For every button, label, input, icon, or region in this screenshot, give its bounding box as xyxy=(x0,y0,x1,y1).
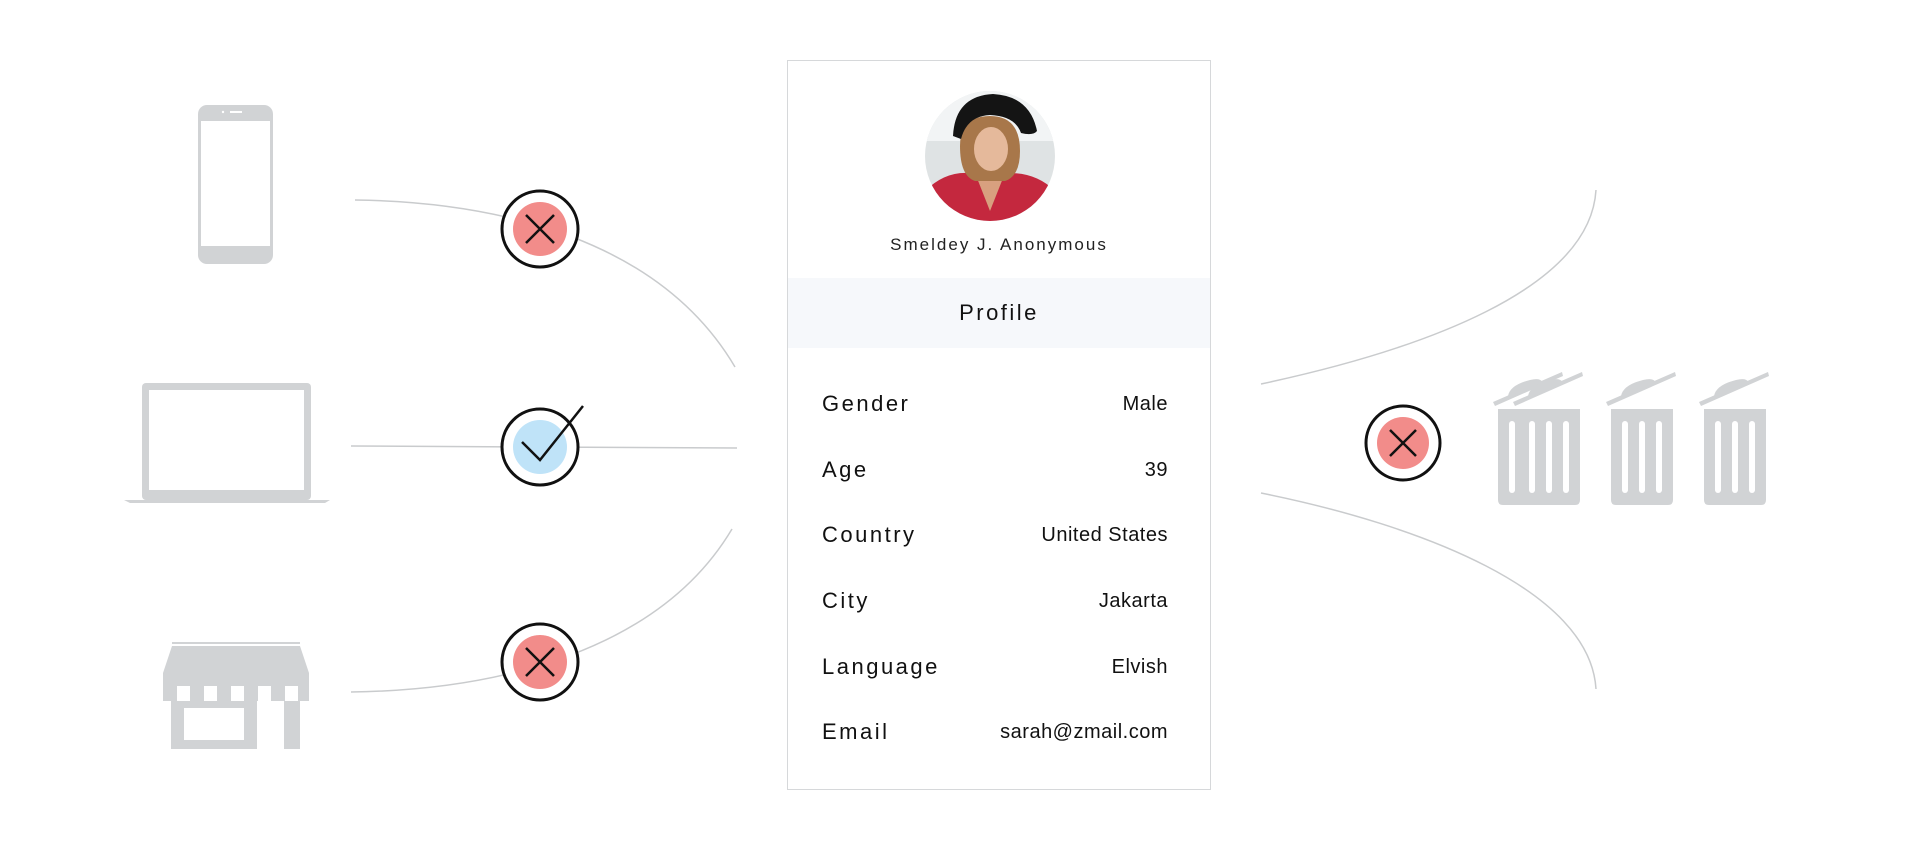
field-value: Male xyxy=(1122,392,1168,415)
field-row-country: Country United States xyxy=(822,520,1168,550)
rejected-badge-phone xyxy=(500,189,580,269)
field-label: Gender xyxy=(822,391,911,416)
field-value: 39 xyxy=(1144,458,1168,481)
field-row-gender: Gender Male xyxy=(822,389,1168,419)
storefront-icon xyxy=(163,642,309,749)
x-icon xyxy=(1389,429,1417,457)
field-value: Elvish xyxy=(1111,655,1168,678)
profile-section-title: Profile xyxy=(959,300,1039,325)
x-icon xyxy=(525,647,555,677)
field-value: Jakarta xyxy=(1098,589,1168,612)
profile-section-header: Profile xyxy=(788,278,1210,348)
avatar xyxy=(925,91,1055,221)
trash-icon xyxy=(1699,372,1769,505)
profile-name: Smeldey J. Anonymous xyxy=(890,235,1108,254)
rejected-badge-output xyxy=(1364,404,1442,482)
field-row-email: Email sarah@zmail.com xyxy=(822,717,1168,747)
profile-card: Smeldey J. Anonymous Profile Gender Male… xyxy=(787,60,1211,790)
field-row-age: Age 39 xyxy=(822,455,1168,485)
trash-icon xyxy=(1606,372,1676,505)
field-label: Country xyxy=(822,522,917,547)
field-value: United States xyxy=(1041,523,1168,546)
rejected-badge-store xyxy=(500,622,580,702)
field-label: Age xyxy=(822,457,869,482)
field-value: sarah@zmail.com xyxy=(1000,720,1168,743)
field-row-language: Language Elvish xyxy=(822,652,1168,682)
field-row-city: City Jakarta xyxy=(822,586,1168,616)
accepted-badge-laptop xyxy=(500,405,584,487)
smartphone-icon xyxy=(198,105,273,264)
connector-line-out-bottom xyxy=(1260,492,1597,690)
laptop-icon xyxy=(124,383,330,503)
field-label: Language xyxy=(822,654,940,679)
check-icon xyxy=(521,405,584,462)
x-icon xyxy=(525,214,555,244)
field-label: Email xyxy=(822,719,890,744)
field-label: City xyxy=(822,588,870,613)
connector-line-out-top xyxy=(1260,189,1597,385)
